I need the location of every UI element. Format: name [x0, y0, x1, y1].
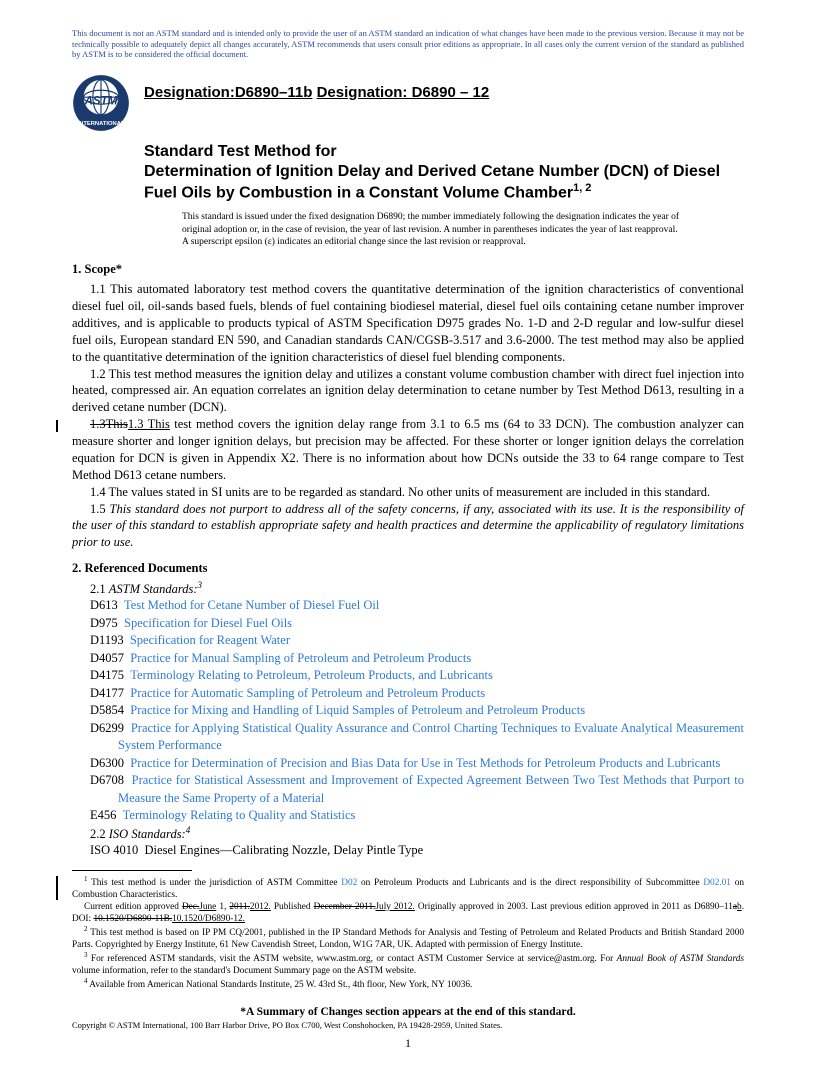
page-content: This document is not an ASTM standard an…	[0, 0, 816, 1091]
title-line2: Determination of Ignition Delay and Deri…	[144, 162, 744, 203]
page-number: 1	[72, 1036, 744, 1051]
ref-row: D6708 Practice for Statistical Assessmen…	[90, 772, 744, 807]
header-row: ASTM INTERNATIONAL Designation:D6890–11b…	[72, 74, 744, 132]
ref-row: D1193 Specification for Reagent Water	[90, 632, 744, 650]
ref-row: D4177 Practice for Automatic Sampling of…	[90, 685, 744, 703]
para-1-3: 1.3This1.3 This test method covers the i…	[72, 416, 744, 484]
refs-sub2: 2.2 ISO Standards:4	[90, 825, 744, 842]
ref-row: ISO 4010 Diesel Engines—Calibrating Nozz…	[90, 842, 744, 860]
ref-row: D613 Test Method for Cetane Number of Di…	[90, 597, 744, 615]
issuance-note: This standard is issued under the fixed …	[182, 211, 684, 248]
para-1-2: 1.2 This test method measures the igniti…	[72, 366, 744, 417]
astm-logo: ASTM INTERNATIONAL	[72, 74, 130, 132]
ref-row: D6300 Practice for Determination of Prec…	[90, 755, 744, 773]
change-note: *A Summary of Changes section appears at…	[72, 1006, 744, 1018]
svg-text:ASTM: ASTM	[84, 95, 118, 108]
ref-row: D975 Specification for Diesel Fuel Oils	[90, 615, 744, 633]
ref-row: D5854 Practice for Mixing and Handling o…	[90, 702, 744, 720]
ref-row: D4057 Practice for Manual Sampling of Pe…	[90, 650, 744, 668]
footnote-rule	[72, 870, 192, 871]
footnote-2: 2 This test method is based on IP PM CQ/…	[72, 925, 744, 951]
change-bar	[56, 876, 58, 900]
para-1-1: 1.1 This automated laboratory test metho…	[72, 281, 744, 365]
refs-sub1: 2.1 ASTM Standards:3	[90, 580, 744, 597]
footnote-3: 3 For referenced ASTM standards, visit t…	[72, 951, 744, 977]
designation: Designation:D6890–11b Designation: D6890…	[144, 84, 489, 101]
iso-ref-list: ISO 4010 Diesel Engines—Calibrating Nozz…	[90, 842, 744, 860]
ref-row: D6299 Practice for Applying Statistical …	[90, 720, 744, 755]
footnotes: 1 This test method is under the jurisdic…	[72, 875, 744, 992]
para-1-5: 1.5 1.5 This standard does not purport t…	[72, 501, 744, 552]
designation-old: Designation:D6890–11b	[144, 84, 312, 101]
title-line1: Standard Test Method for	[144, 142, 744, 162]
copyright: Copyright © ASTM International, 100 Barr…	[72, 1020, 744, 1030]
footnote-1: 1 This test method is under the jurisdic…	[72, 875, 744, 901]
ref-row: E456 Terminology Relating to Quality and…	[90, 807, 744, 825]
svg-text:INTERNATIONAL: INTERNATIONAL	[78, 121, 125, 127]
change-bar	[56, 420, 58, 432]
scope-heading: 1. Scope*	[72, 262, 744, 277]
disclaimer-text: This document is not an ASTM standard an…	[72, 28, 744, 60]
ref-row: D4175 Terminology Relating to Petroleum,…	[90, 667, 744, 685]
para-1-4: 1.4 The values stated in SI units are to…	[72, 484, 744, 501]
footnote-1-line2: Current edition approved Dec.June 1, 201…	[72, 901, 744, 925]
scope-body: 1.1 This automated laboratory test metho…	[72, 281, 744, 551]
refs-heading: 2. Referenced Documents	[72, 561, 744, 576]
title-block: Standard Test Method for Determination o…	[144, 142, 744, 203]
designation-new: Designation: D6890 – 12	[317, 84, 490, 101]
footnote-4: 4 Available from American National Stand…	[72, 977, 744, 991]
astm-ref-list: D613 Test Method for Cetane Number of Di…	[90, 597, 744, 825]
